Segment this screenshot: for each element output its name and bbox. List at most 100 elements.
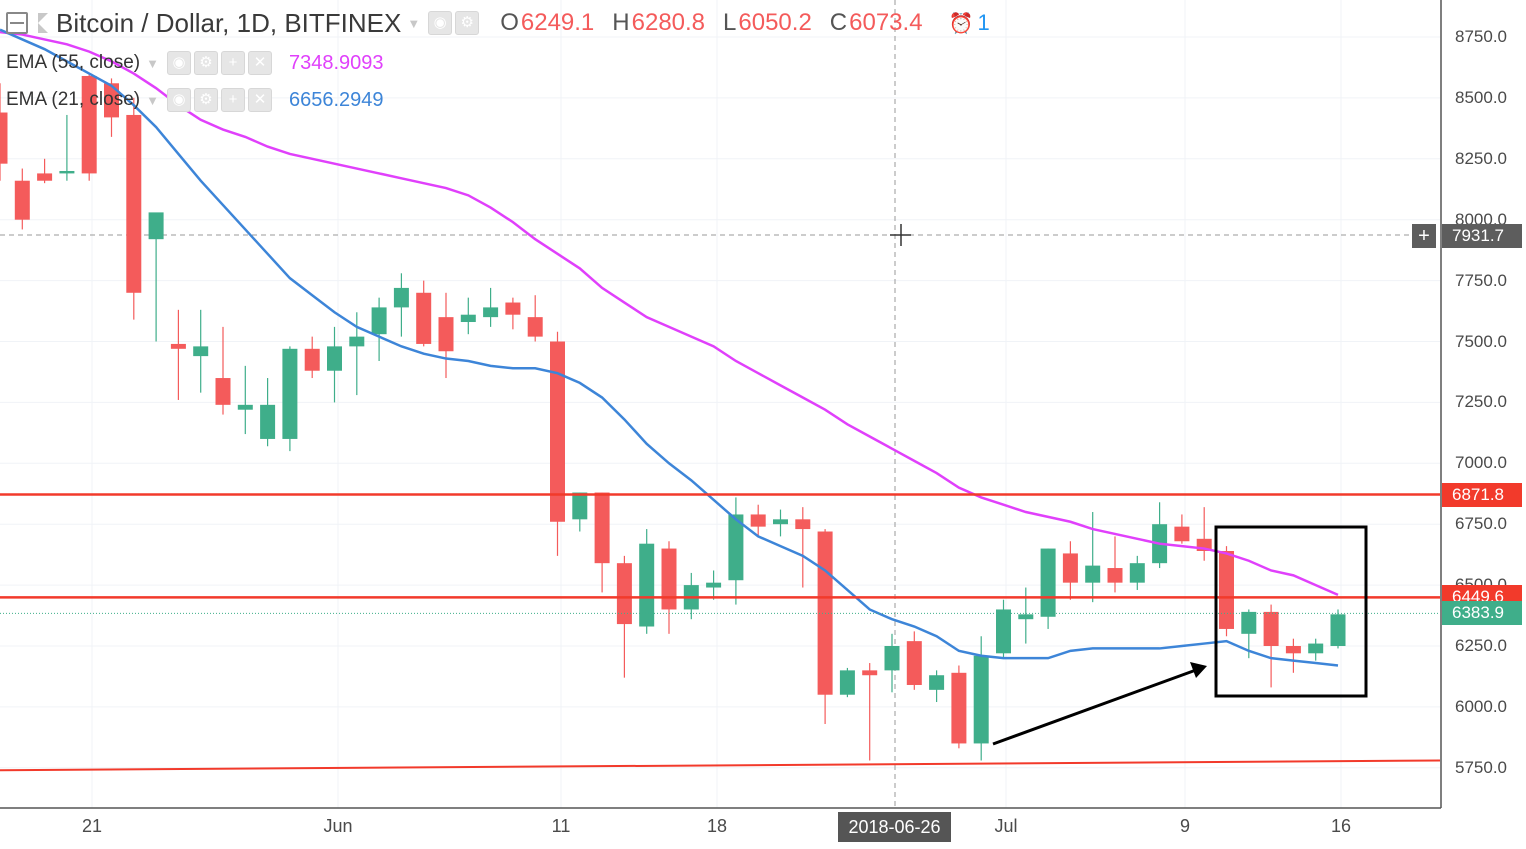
candle-body — [304, 348, 320, 371]
candle-body — [773, 519, 788, 525]
candle-body — [505, 302, 521, 315]
candle-body — [1263, 611, 1279, 646]
candle-body — [973, 655, 989, 744]
candle-body — [594, 492, 610, 564]
ema-21-line — [0, 28, 1339, 667]
resistance-price-badge: 6871.8 — [1442, 482, 1522, 507]
candles — [0, 73, 1346, 761]
candle-body — [14, 180, 30, 220]
annotation-arrow-head — [1190, 662, 1207, 678]
candle-body — [193, 346, 209, 357]
candle-body — [416, 292, 432, 344]
add-alert-plus-icon[interactable]: + — [1412, 224, 1436, 248]
candle-body — [527, 317, 543, 337]
candle-body — [996, 609, 1011, 654]
highlight-rectangle[interactable] — [1214, 525, 1368, 698]
annotation-arrow-line[interactable] — [992, 668, 1197, 746]
time-tick: 18 — [706, 816, 728, 836]
candle-body — [282, 348, 298, 439]
add-icon[interactable]: + — [220, 88, 245, 112]
price-tick: 7250.0 — [1455, 392, 1507, 412]
candle-body — [706, 582, 722, 588]
candle-body — [1219, 550, 1234, 629]
time-tick: 16 — [1330, 816, 1352, 836]
candle-body — [884, 646, 900, 671]
candle-body — [460, 314, 476, 323]
close-icon[interactable]: ✕ — [247, 51, 272, 75]
add-icon[interactable]: + — [220, 51, 245, 75]
candle-body — [215, 378, 231, 405]
candle-body — [0, 112, 8, 164]
candle-body — [148, 212, 164, 240]
price-tick: 6750.0 — [1455, 514, 1507, 534]
eye-icon[interactable]: ◉ — [166, 51, 191, 75]
settings-icon[interactable]: ⚙ — [193, 51, 218, 75]
candle-body — [1018, 614, 1034, 620]
candle-body — [1308, 643, 1324, 654]
candle-body — [1040, 548, 1056, 617]
candle-body — [661, 548, 677, 610]
last-price-badge: 6383.9 — [1442, 601, 1522, 626]
candle-body — [1285, 646, 1301, 654]
candle-body — [237, 404, 253, 410]
time-tick: 9 — [1179, 816, 1191, 836]
crosshair-price-badge: 7931.7 — [1442, 224, 1522, 249]
candle-body — [1085, 565, 1101, 583]
candle-body — [862, 670, 878, 676]
price-tick: 7750.0 — [1455, 270, 1507, 290]
candle-body — [349, 336, 365, 347]
candle-body — [393, 287, 409, 308]
candle-body — [37, 173, 53, 181]
candle-body — [616, 563, 632, 625]
candle-body — [438, 317, 454, 352]
candle-body — [795, 519, 811, 530]
time-tick: Jun — [323, 816, 353, 836]
candle-body — [1107, 568, 1123, 583]
candle-body — [104, 83, 119, 118]
candle-body — [572, 492, 588, 520]
candle-body — [1062, 553, 1078, 583]
settings-icon[interactable]: ⚙ — [455, 11, 480, 35]
candle-body — [327, 346, 342, 371]
flag-icon[interactable] — [38, 13, 48, 33]
candle-body — [728, 514, 744, 581]
candle-body — [1129, 563, 1145, 583]
time-tick: 11 — [551, 816, 571, 836]
grid — [0, 0, 1440, 808]
price-tick: 8000.0 — [1455, 209, 1507, 229]
collapse-icon[interactable] — [6, 12, 28, 34]
price-tick: 6250.0 — [1455, 636, 1507, 655]
candle-body — [750, 514, 766, 527]
candle-body — [906, 641, 922, 685]
close-icon[interactable]: ✕ — [247, 88, 272, 112]
candle-body — [550, 341, 565, 522]
candle-body — [639, 543, 655, 627]
eye-icon[interactable]: ◉ — [428, 11, 453, 35]
candle-body — [81, 75, 97, 174]
candle-body — [170, 343, 186, 349]
candle-body — [1174, 526, 1190, 542]
candle-body — [483, 307, 499, 318]
candle-body — [59, 170, 75, 174]
price-tick: 8750.0 — [1455, 27, 1507, 46]
candle-body — [1330, 614, 1346, 646]
price-tick: 8500.0 — [1455, 87, 1507, 107]
price-tick: 6000.0 — [1455, 696, 1507, 716]
candle-body — [929, 675, 945, 690]
support-trend-line[interactable] — [0, 759, 1441, 772]
settings-icon[interactable]: ⚙ — [193, 88, 218, 112]
price-tick: 5750.0 — [1455, 757, 1507, 777]
eye-icon[interactable]: ◉ — [166, 88, 191, 112]
time-tick: 21 — [81, 816, 103, 836]
crosshair-date-badge: 2018-06-26 — [838, 812, 951, 842]
time-tick: Jul — [994, 816, 1018, 836]
candle-body — [260, 404, 276, 439]
candle-body — [839, 670, 855, 695]
price-tick: 7000.0 — [1455, 453, 1507, 473]
candle-body — [371, 307, 387, 335]
candle-body — [1241, 611, 1257, 634]
candle-body — [951, 672, 967, 744]
candle-body — [126, 114, 142, 293]
ema-55-line — [0, 30, 1339, 596]
